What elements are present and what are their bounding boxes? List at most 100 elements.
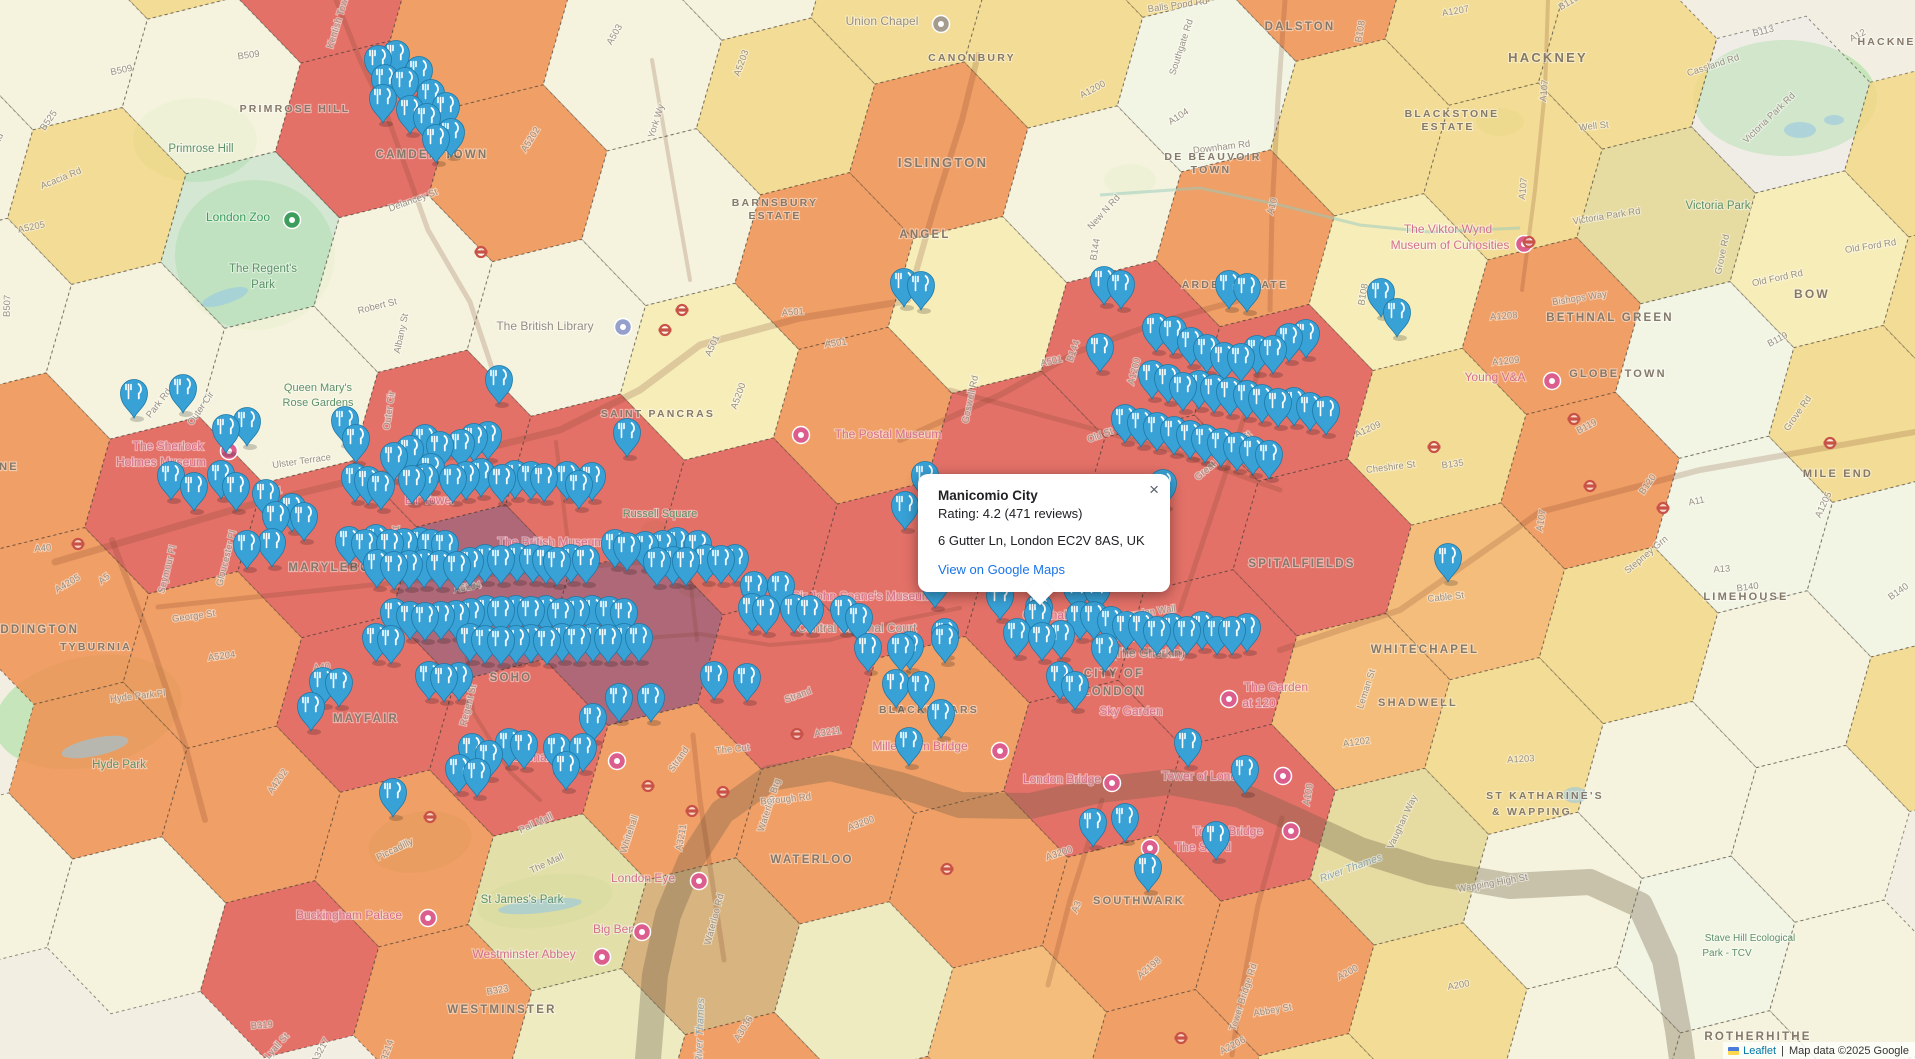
hex-cell bbox=[46, 836, 227, 1015]
area-label: BLACKSTONE bbox=[1405, 108, 1500, 120]
tube-roundel-icon bbox=[940, 862, 954, 876]
tube-roundel-icon bbox=[474, 245, 488, 259]
area-label: ISLINGTON bbox=[898, 155, 988, 170]
area-label: ROTHERHITHE bbox=[1704, 1031, 1811, 1043]
road-label: A3211 bbox=[814, 725, 842, 740]
area-label: LIMEHOUSE bbox=[1703, 591, 1788, 603]
area-label: ANGEL bbox=[899, 229, 950, 241]
hex-cell bbox=[927, 945, 1107, 1059]
area-label: PADDINGTON bbox=[0, 624, 79, 636]
poi-label: Tower of London bbox=[1162, 769, 1251, 783]
bridge-icon bbox=[990, 741, 1010, 761]
major-road bbox=[897, 297, 1243, 443]
poi-label: Museum of Curiosities bbox=[1391, 238, 1510, 252]
poi-label: Westminster Abbey bbox=[472, 947, 575, 961]
hex-cell bbox=[773, 901, 954, 1059]
attribution-separator: | bbox=[1781, 1044, 1784, 1057]
ukraine-flag-icon bbox=[1728, 1046, 1740, 1055]
road-label: A107 bbox=[1538, 79, 1551, 102]
regents-canal bbox=[1099, 186, 1521, 234]
road-label: A200 bbox=[1447, 978, 1471, 993]
bridge-icon bbox=[1281, 821, 1301, 841]
area-label: ESTATE bbox=[748, 210, 801, 222]
road-label: A5204 bbox=[207, 649, 236, 664]
hex-cell bbox=[1506, 966, 1681, 1059]
road-label: B323 bbox=[486, 983, 510, 998]
major-road bbox=[650, 58, 692, 282]
lake bbox=[1563, 787, 1587, 803]
area-label: MAYFAIR bbox=[333, 713, 399, 725]
area-label: WHITECHAPEL bbox=[1371, 644, 1480, 656]
area-label: SOHO bbox=[490, 672, 533, 684]
major-road bbox=[690, 732, 727, 963]
road-label: A3 bbox=[1069, 900, 1084, 915]
road-label: B509 bbox=[237, 49, 261, 63]
hex-cell bbox=[1882, 234, 1915, 360]
leaflet-link[interactable]: Leaflet bbox=[1743, 1044, 1777, 1057]
tube-roundel-icon bbox=[716, 785, 730, 799]
library-icon bbox=[613, 317, 633, 337]
popup-address: 6 Gutter Ln, London EC2V 8AS, UK bbox=[938, 533, 1145, 548]
tube-roundel-icon bbox=[1522, 235, 1536, 249]
poi-label: Buckingham Palace bbox=[296, 908, 402, 922]
road-label: The Cut bbox=[715, 742, 750, 757]
popup-close-button[interactable]: × bbox=[1149, 480, 1159, 499]
road-label: A501 bbox=[824, 337, 848, 351]
road-label: A13 bbox=[1713, 563, 1731, 575]
road-label: B144 bbox=[1088, 238, 1103, 262]
area-label: SPITALFIELDS bbox=[1248, 558, 1355, 570]
area-label: TOWN bbox=[1191, 164, 1232, 176]
area-label: TYBURNIA bbox=[60, 641, 132, 653]
poi-label: London Bridge bbox=[1023, 772, 1101, 786]
major-road bbox=[109, 537, 208, 823]
popup-title: Manicomio City bbox=[938, 488, 1038, 503]
road-label: A107 bbox=[1534, 509, 1549, 533]
road-label: Cable St bbox=[1427, 590, 1465, 605]
poi-label: Sir John Soane's Museum bbox=[792, 589, 932, 603]
tube-roundel-icon bbox=[1427, 440, 1441, 454]
area-label: HACKNEY bbox=[1508, 50, 1588, 65]
road-label: A40 bbox=[34, 542, 52, 554]
hex-cell bbox=[677, 1011, 821, 1059]
crown-icon bbox=[418, 908, 438, 928]
road-label: B140 bbox=[1736, 581, 1760, 595]
major-road bbox=[333, 0, 500, 386]
area-label: ESTATE bbox=[1421, 121, 1474, 133]
hex-cell bbox=[1348, 922, 1528, 1059]
tube-roundel-icon bbox=[71, 537, 85, 551]
tube-roundel-icon bbox=[1656, 501, 1670, 515]
river-thames bbox=[635, 755, 1695, 1059]
popup-rating: Rating: 4.2 (471 reviews) bbox=[938, 506, 1083, 521]
museum-icon bbox=[791, 425, 811, 445]
area-label: GLOBE TOWN bbox=[1569, 368, 1667, 380]
area-label: WATERLOO bbox=[770, 854, 853, 866]
hex-cell bbox=[511, 968, 686, 1059]
lake bbox=[1824, 115, 1844, 125]
park-label: Primrose Hill bbox=[168, 143, 233, 155]
poi-label: The Postal Museum bbox=[835, 427, 942, 441]
road-label: B507 bbox=[2, 295, 14, 318]
camera-icon bbox=[689, 871, 709, 891]
museum-icon bbox=[1542, 371, 1562, 391]
tube-roundel-icon bbox=[641, 779, 655, 793]
park-label: Russell Square bbox=[623, 508, 698, 520]
poi-label: The British Library bbox=[496, 319, 593, 333]
poi-label: Sky Garden bbox=[1099, 704, 1162, 718]
tube-roundel-icon bbox=[1583, 479, 1597, 493]
bridge-icon bbox=[1102, 773, 1122, 793]
major-road bbox=[1267, 0, 1288, 313]
major-road bbox=[905, 52, 981, 303]
church-icon bbox=[592, 947, 612, 967]
lake bbox=[61, 735, 129, 759]
attribution-text: Map data ©2025 Google bbox=[1788, 1044, 1909, 1057]
area-label: SHADWELL bbox=[1378, 697, 1458, 709]
google-maps-link[interactable]: View on Google Maps bbox=[938, 562, 1065, 577]
park-label: Park - TCV bbox=[1702, 948, 1752, 959]
poi-label: The Sherlock bbox=[133, 439, 205, 453]
poi-label: Young V&A bbox=[1465, 370, 1526, 384]
area-label: BETHNAL GREEN bbox=[1546, 312, 1673, 324]
park-area bbox=[1693, 40, 1877, 156]
area-label: & WAPPING bbox=[1492, 806, 1572, 818]
church-icon bbox=[931, 14, 951, 34]
